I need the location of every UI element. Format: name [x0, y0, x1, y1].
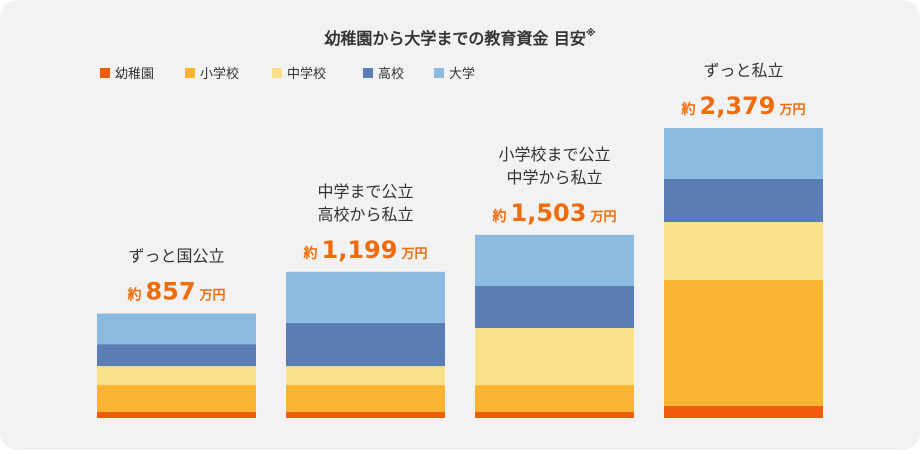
total-label: 約 1,199 万円: [303, 236, 428, 264]
total-label: 約 857 万円: [126, 278, 225, 306]
total-value: 1,199: [322, 236, 398, 264]
bar-segment: [475, 412, 634, 418]
legend-label: 大学: [449, 66, 475, 82]
bar-segment: [97, 366, 256, 386]
bar-segment: [475, 285, 634, 329]
bar-segment: [97, 412, 256, 418]
bar-segment: [664, 128, 823, 179]
bar-segment: [286, 271, 445, 324]
legend-label: 幼稚園: [115, 67, 154, 82]
title-mark: ※: [586, 27, 596, 39]
bar-segment: [286, 385, 445, 413]
bar-segment: [475, 328, 634, 386]
total-prefix: 約: [492, 208, 507, 225]
bar-segment: [286, 366, 445, 386]
category-label: 中学から私立: [506, 168, 602, 187]
legend-swatch: [363, 68, 373, 78]
total-value: 1,503: [511, 199, 587, 227]
bar-segment: [286, 412, 445, 418]
total-prefix: 約: [681, 101, 696, 118]
category-label: 中学まで公立: [317, 182, 413, 201]
total-label: 約 1,503 万円: [492, 199, 617, 227]
total-unit: 万円: [199, 289, 226, 304]
total-prefix: 約: [126, 287, 141, 304]
legend-label: 高校: [378, 66, 404, 82]
category-label: 高校から私立: [317, 205, 413, 224]
bar-segment: [475, 385, 634, 413]
legend-swatch: [100, 68, 110, 78]
chart-title-wrap: 幼稚園から大学までの教育資金 目安※: [324, 27, 595, 48]
bar-segment: [475, 234, 634, 286]
category-label: ずっと国公立: [128, 247, 224, 266]
bar-segment: [664, 178, 823, 222]
legend-label: 中学校: [287, 66, 326, 82]
total-unit: 万円: [400, 247, 427, 262]
bar-segment: [664, 221, 823, 281]
total-prefix: 約: [303, 245, 318, 262]
bar-segment: [97, 344, 256, 367]
total-unit: 万円: [589, 210, 616, 225]
total-label: 約 2,379 万円: [681, 92, 806, 120]
category-label: 小学校まで公立: [498, 145, 610, 164]
bar-segment: [97, 385, 256, 413]
bar-segment: [286, 323, 445, 367]
total-value: 2,379: [700, 92, 776, 120]
total-unit: 万円: [778, 103, 805, 118]
legend-swatch: [272, 68, 282, 78]
legend-label: 小学校: [200, 66, 239, 82]
legend-swatch: [434, 68, 444, 78]
category-label: ずっと私立: [703, 61, 783, 80]
total-value: 857: [145, 278, 195, 306]
bar-segment: [664, 406, 823, 418]
bar-segment: [664, 280, 823, 407]
legend-swatch: [185, 68, 195, 78]
chart-title: 幼稚園から大学までの教育資金 目安: [324, 29, 586, 48]
bar-segment: [97, 313, 256, 345]
